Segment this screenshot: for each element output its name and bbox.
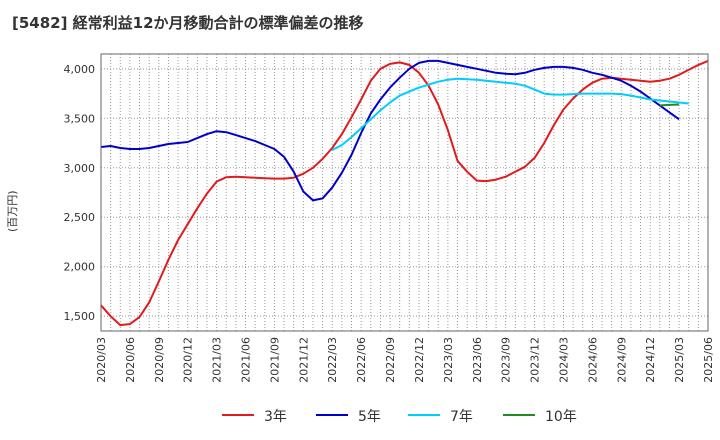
x-tick-label: 2021/12 xyxy=(297,337,310,383)
series-line-0 xyxy=(100,59,709,327)
x-tick-label: 2022/12 xyxy=(413,337,426,383)
series-line-1 xyxy=(100,59,680,202)
legend-label-3y: 3年 xyxy=(264,409,287,425)
x-tick-label: 2023/12 xyxy=(529,337,542,383)
x-tick-label: 2023/06 xyxy=(471,337,484,383)
y-tick-label: 2,000 xyxy=(64,261,96,274)
y-tick-label: 3,000 xyxy=(64,162,96,175)
y-tick-label: 2,500 xyxy=(64,211,96,224)
x-tick-label: 2021/06 xyxy=(240,337,253,383)
plot-frame xyxy=(100,53,709,332)
x-tick-label: 2022/06 xyxy=(355,337,368,383)
x-tick-label: 2024/06 xyxy=(586,337,599,383)
legend-label-7y: 7年 xyxy=(450,409,473,425)
legend-swatch-7y xyxy=(408,414,440,416)
series-layer xyxy=(100,59,709,327)
x-tick-label: 2022/03 xyxy=(326,337,339,383)
y-tick-label: 4,000 xyxy=(64,63,96,76)
x-tick-label: 2024/09 xyxy=(615,337,628,383)
x-tick-label: 2022/09 xyxy=(384,337,397,383)
chart-title: [5482] 経常利益12か月移動合計の標準偏差の推移 xyxy=(12,14,364,32)
x-tick-label: 2020/12 xyxy=(182,337,195,383)
x-tick-label: 2020/09 xyxy=(153,337,166,383)
series-line-2 xyxy=(331,77,689,151)
x-tick-label: 2023/09 xyxy=(500,337,513,383)
x-tick-label: 2020/06 xyxy=(124,337,137,383)
x-tick-labels: 2020/03 2020/06 2020/09 2020/12 2021/03 2021/… xyxy=(95,337,715,383)
y-tick-label: 1,500 xyxy=(64,310,96,323)
legend-label-10y: 10年 xyxy=(545,409,577,425)
x-tick-label: 2020/03 xyxy=(95,337,108,383)
legend-swatch-5y xyxy=(316,414,348,416)
y-tick-labels: 1,500 2,000 2,500 3,000 3,500 4,000 xyxy=(64,63,96,323)
y-tick-label: 3,500 xyxy=(64,112,96,125)
x-tick-label: 2021/03 xyxy=(211,337,224,383)
series-line-3 xyxy=(659,103,680,107)
x-tick-label: 2024/03 xyxy=(557,337,570,383)
grid-lines xyxy=(100,54,709,331)
x-tick-label: 2021/09 xyxy=(268,337,281,383)
legend-swatch-3y xyxy=(222,414,254,416)
legend: 3年 5年 7年 10年 xyxy=(0,400,720,430)
x-tick-label: 2025/06 xyxy=(702,337,715,383)
legend-label-5y: 5年 xyxy=(358,409,381,425)
x-tick-label: 2025/03 xyxy=(673,337,686,383)
x-tick-label: 2023/03 xyxy=(442,337,455,383)
x-tick-label: 2024/12 xyxy=(644,337,657,383)
legend-swatch-10y xyxy=(503,414,535,416)
